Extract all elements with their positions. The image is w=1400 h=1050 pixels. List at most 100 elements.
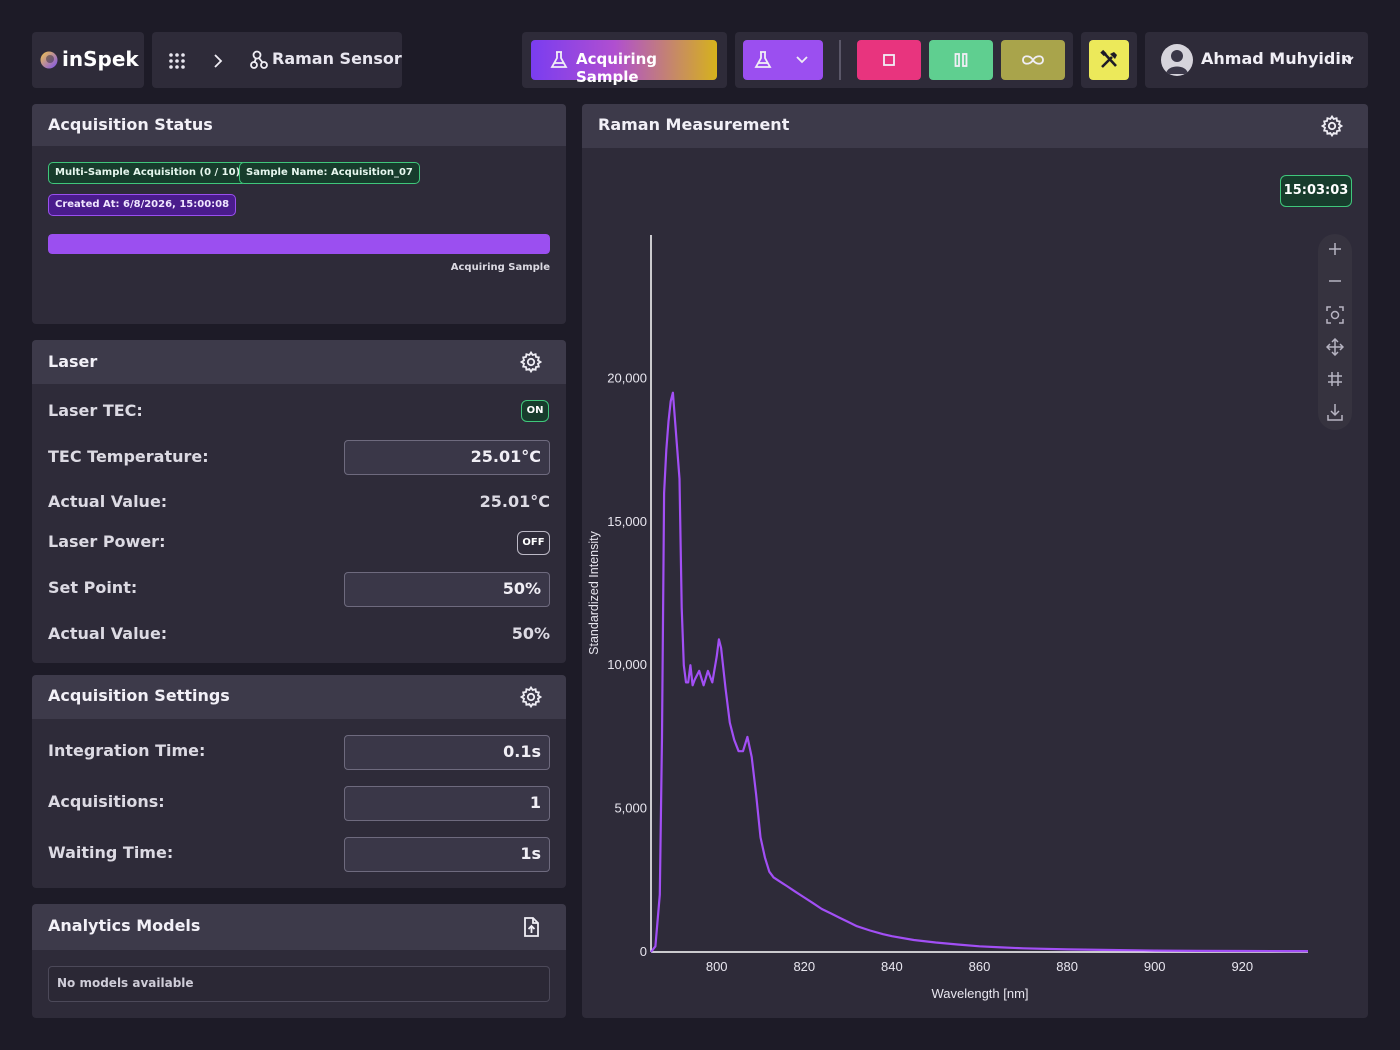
raman-spectrum-chart[interactable]: 0 5,000 10,000 15,000 20,000 800 820 840 860 880… [582, 148, 1368, 1008]
file-upload-icon[interactable] [519, 915, 543, 939]
waiting-time-label: Waiting Time: [48, 843, 174, 862]
gear-icon[interactable] [519, 685, 543, 709]
mode-select-button[interactable] [743, 40, 823, 80]
x-tick-label: 800 [706, 959, 728, 974]
actual-value-label: Actual Value: [48, 624, 168, 643]
laser-header: Laser [32, 340, 566, 384]
status-pill-box: Acquiring Sample [522, 32, 727, 88]
x-tick-label: 820 [793, 959, 815, 974]
raman-measurement-title: Raman Measurement [598, 115, 790, 134]
laser-power-toggle[interactable]: OFF [517, 531, 550, 555]
laser-panel: Laser Laser TEC: ON TEC Temperature: 25.… [32, 340, 566, 663]
acquisition-settings-header: Acquisition Settings [32, 675, 566, 719]
multi-sample-chip: Multi-Sample Acquisition (0 / 10) [48, 162, 248, 184]
control-box [735, 32, 1073, 88]
autoscale-icon[interactable] [1326, 306, 1344, 324]
tools-button[interactable] [1089, 40, 1129, 80]
acquiring-sample-label: Acquiring Sample [576, 50, 658, 86]
gear-icon[interactable] [519, 350, 543, 374]
sample-name-chip: Sample Name: Acquisition_07 [239, 162, 420, 184]
y-tick-label: 10,000 [607, 657, 647, 672]
acquisition-settings-title: Acquisition Settings [48, 686, 230, 705]
pause-button[interactable] [929, 40, 993, 80]
tools-box [1081, 32, 1137, 88]
set-point-label: Set Point: [48, 578, 138, 597]
acquisition-status-panel: Acquisition Status Multi-Sample Acquisit… [32, 104, 566, 324]
plot-toolbar [1318, 234, 1352, 430]
analytics-models-title: Analytics Models [48, 916, 201, 935]
toolbar-divider [839, 40, 841, 80]
laser-tec-toggle[interactable]: ON [521, 400, 549, 422]
loop-button[interactable] [1001, 40, 1065, 80]
sensor-nodes-icon [250, 50, 268, 69]
set-point-field[interactable]: 50% [344, 572, 550, 607]
user-menu[interactable]: Ahmad Muhyidin [1145, 32, 1368, 88]
models-empty-text: No models available [57, 976, 194, 990]
integration-time-field[interactable]: 0.1s [344, 735, 550, 770]
flask-icon [550, 51, 568, 68]
progress-fill [48, 234, 550, 254]
integration-time-label: Integration Time: [48, 741, 206, 760]
x-tick-label: 920 [1231, 959, 1253, 974]
zoom-out-icon[interactable] [1328, 274, 1342, 288]
progress-track [48, 234, 550, 254]
user-icon [1166, 50, 1188, 74]
actual-power-value: 50% [511, 624, 550, 643]
tec-temperature-field[interactable]: 25.01°C [344, 440, 550, 475]
brand-name: inSpek [62, 47, 139, 71]
y-tick-label: 15,000 [607, 514, 647, 529]
chevron-right-icon [214, 54, 223, 68]
pause-icon [954, 53, 968, 67]
analytics-models-header: Analytics Models [32, 904, 566, 950]
infinity-icon [1022, 55, 1044, 65]
actual-value-label: Actual Value: [48, 492, 168, 511]
spectrum-line [650, 391, 1308, 953]
y-axis-label: Standardized Intensity [587, 530, 601, 654]
x-tick-label: 880 [1056, 959, 1078, 974]
nav-box: Raman Sensor [152, 32, 402, 88]
apps-grid-icon[interactable] [168, 52, 186, 70]
pan-icon[interactable] [1326, 338, 1344, 356]
y-tick-label: 5,000 [614, 801, 647, 816]
stop-button[interactable] [857, 40, 921, 80]
waiting-time-field[interactable]: 1s [344, 837, 550, 872]
chevron-down-icon [796, 56, 808, 64]
laser-tec-label: Laser TEC: [48, 401, 143, 420]
zoom-in-icon[interactable] [1328, 242, 1342, 256]
y-tick-label: 0 [640, 944, 647, 959]
tec-temperature-label: TEC Temperature: [48, 447, 209, 466]
created-at-chip: Created At: 6/8/2026, 15:00:08 [48, 194, 237, 216]
acquisition-status-header: Acquisition Status [32, 104, 566, 146]
x-tick-label: 840 [881, 959, 903, 974]
models-list: No models available [48, 966, 550, 1002]
gear-icon[interactable] [1320, 114, 1344, 138]
progress-label: Acquiring Sample [450, 262, 550, 273]
stop-icon [883, 54, 895, 66]
analytics-models-panel: Analytics Models No models available [32, 904, 566, 1018]
acquisitions-label: Acquisitions: [48, 792, 165, 811]
raman-measurement-panel: Raman Measurement 15:03:03 [582, 104, 1368, 1018]
chevron-down-icon [1342, 56, 1354, 64]
timestamp-badge: 15:03:03 [1280, 175, 1352, 207]
brand-logo-icon [40, 51, 58, 69]
acquisition-status-title: Acquisition Status [48, 115, 213, 134]
actual-temperature-value: 25.01°C [479, 492, 550, 511]
download-icon[interactable] [1327, 403, 1343, 421]
breadcrumb-current[interactable]: Raman Sensor [272, 49, 402, 68]
x-tick-label: 860 [969, 959, 991, 974]
laser-power-label: Laser Power: [48, 532, 166, 551]
flask-icon [754, 51, 772, 68]
x-tick-label: 900 [1144, 959, 1166, 974]
tools-icon [1100, 49, 1117, 68]
avatar [1161, 44, 1193, 76]
x-axis-label: Wavelength [nm] [931, 986, 1028, 1001]
brand-box[interactable]: inSpek [32, 32, 144, 88]
user-name: Ahmad Muhyidin [1201, 49, 1353, 68]
y-tick-label: 20,000 [607, 370, 647, 385]
grid-toggle-icon[interactable] [1327, 371, 1343, 387]
acquiring-sample-button[interactable]: Acquiring Sample [531, 40, 717, 86]
laser-title: Laser [48, 352, 98, 371]
acquisition-settings-panel: Acquisition Settings Integration Time: 0… [32, 675, 566, 888]
acquisitions-field[interactable]: 1 [344, 786, 550, 821]
raman-measurement-header: Raman Measurement [582, 104, 1368, 148]
